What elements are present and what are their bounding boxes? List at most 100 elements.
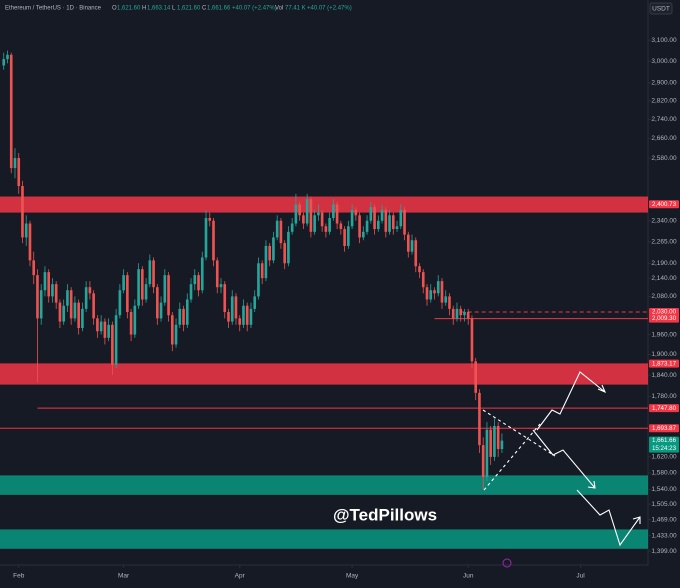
price-badge-label: 1,693.87 [652,425,677,432]
candle-body [81,308,84,329]
x-tick-label: May [346,573,359,580]
candle-body [174,324,178,345]
candle-body [148,260,152,285]
price-badge-label: 2,400.73 [652,201,677,208]
candle-body [302,215,305,224]
price-badge [649,359,679,368]
candle-body [178,308,182,325]
candle-body [129,312,133,335]
candle-body [219,284,223,288]
candle-body [305,199,309,224]
candle-body [170,315,174,345]
candle-body [47,272,51,297]
candle-body [185,299,189,325]
candle-body [403,209,406,235]
candle-body [152,260,155,288]
candle-body [455,308,459,319]
projection-arrow [576,489,641,547]
candle-body [260,263,264,279]
candle-body [264,245,268,279]
candle-body [114,315,118,365]
y-tick-label: 3,100.00 [651,37,677,44]
candle-body [96,318,99,332]
candle-body [309,199,313,232]
candle-body [73,302,77,319]
dashed-trendline [482,409,556,457]
candle-body [107,324,110,338]
candle-body [66,290,69,306]
x-tick-label: Mar [118,573,130,580]
y-tick-label: 1,840.00 [651,372,677,379]
x-tick-label: Apr [235,573,246,580]
candle-body [32,260,36,276]
candle-body [245,305,249,325]
zone [0,196,648,213]
candle-body [414,240,418,267]
candle-body [208,218,212,221]
candle-body [9,54,13,169]
y-tick-label: 1,900.00 [651,351,677,358]
y-tick-label: 2,080.00 [651,293,677,300]
candle-body [24,223,28,238]
candle-body [313,215,316,232]
candle-body [354,209,358,216]
candle-body [54,284,58,303]
y-tick-label: 2,740.00 [651,116,677,123]
candle-body [294,204,298,224]
candle-body [99,321,103,332]
candle-body [62,305,65,322]
candle-body [448,296,451,309]
candle-body [212,220,215,261]
candle-body [466,312,470,319]
volume-key: Vol [275,6,283,12]
candle-body [418,266,421,273]
y-tick-label: 1,399.00 [651,548,677,555]
candle-body [373,207,376,230]
candle-body [133,305,137,335]
volume-change: +40.07 (+2.47%) [307,6,352,12]
candle-body [395,226,399,230]
candle-body [279,220,283,244]
x-tick-label: Jul [576,573,585,580]
candle-body [84,287,88,309]
candle-body [6,54,9,60]
y-tick-label: 2,900.00 [651,80,677,87]
watermark: @TedPillows [333,505,437,524]
x-tick-label: Feb [13,573,25,580]
candle-body [343,229,346,246]
price-badge-label: 1,873.17 [652,360,677,367]
candle-body [215,260,219,288]
y-tick-label: 2,340.00 [651,217,677,224]
candle-body [238,318,242,325]
candle-body [429,290,433,300]
ohlc-value: 1,661.66 [207,6,231,12]
y-tick-label: 2,190.00 [651,260,677,267]
zone [0,529,648,549]
candle-body [17,158,21,187]
candle-body [28,223,32,261]
candle-body [380,209,384,221]
candle-body [384,209,388,232]
y-tick-label: 2,660.00 [651,135,677,142]
price-badge [649,200,679,209]
candle-body [249,308,253,325]
ohlc-key: O [112,6,117,12]
candle-body [272,237,275,261]
candle-body [493,425,496,457]
candle-body [347,226,350,246]
y-tick-label: 1,505.00 [651,501,677,508]
candle-body [167,275,170,316]
candle-body [234,296,238,319]
candle-body [440,281,444,303]
candle-body [230,296,234,322]
candle-body [287,231,290,264]
candle-body [193,275,197,285]
candle-body [13,158,17,169]
candle-body [410,240,414,252]
candle-body [189,284,193,300]
drawings [482,371,641,547]
candle-body [478,392,481,446]
candle-body [377,220,380,230]
